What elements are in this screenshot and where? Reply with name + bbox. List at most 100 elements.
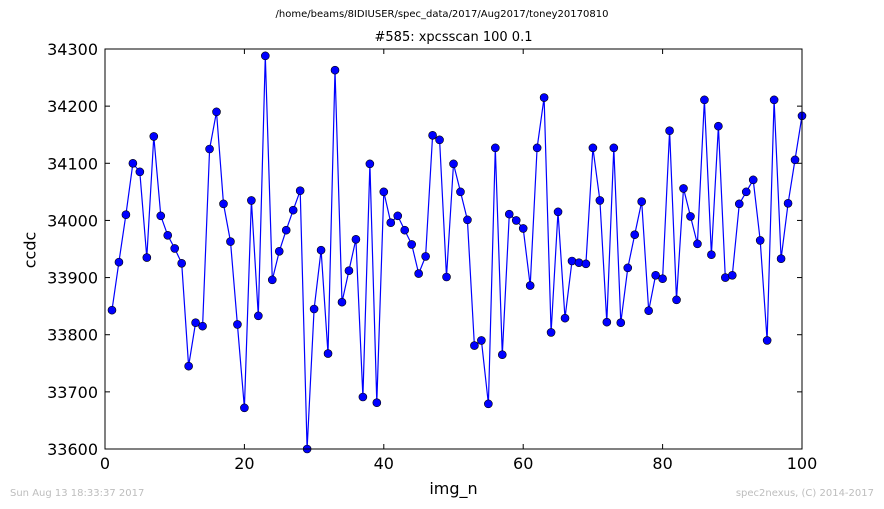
data-point <box>532 143 542 153</box>
data-point <box>274 246 284 256</box>
data-point <box>609 143 619 153</box>
data-point <box>198 321 207 331</box>
plot-frame <box>104 48 803 450</box>
data-point <box>163 230 173 240</box>
data-point <box>379 187 389 197</box>
y-tick-label: 34000 <box>47 211 98 230</box>
data-point <box>651 270 660 280</box>
data-point <box>400 225 410 235</box>
data-point <box>463 215 472 225</box>
data-point <box>449 159 458 169</box>
data-point <box>581 259 591 269</box>
series-line <box>111 55 803 450</box>
data-point <box>714 121 723 131</box>
data-point <box>386 218 396 228</box>
data-point <box>267 275 277 285</box>
data-point <box>776 254 786 264</box>
data-point <box>128 158 138 168</box>
data-point <box>525 281 535 290</box>
data-point <box>212 107 221 117</box>
data-point <box>337 297 347 307</box>
data-point <box>261 51 270 61</box>
data-point <box>539 93 549 102</box>
data-point <box>358 392 368 402</box>
data-point <box>351 234 361 244</box>
data-point <box>219 199 228 209</box>
data-point <box>407 240 416 249</box>
y-tick-label: 34200 <box>47 97 98 116</box>
x-tick-label: 0 <box>100 454 110 473</box>
data-point <box>595 196 605 205</box>
data-point <box>323 349 333 358</box>
data-point <box>233 320 242 329</box>
data-point <box>658 274 667 284</box>
y-axis-label: ccdc <box>20 231 40 269</box>
data-point <box>748 175 758 185</box>
data-point <box>330 65 340 75</box>
data-point <box>644 306 653 316</box>
data-point <box>693 239 702 249</box>
data-point <box>574 258 584 268</box>
data-point <box>184 361 193 371</box>
data-point <box>790 155 800 165</box>
data-point <box>511 216 521 225</box>
data-point <box>316 245 326 255</box>
data-point <box>149 132 159 141</box>
x-tick-label: 60 <box>513 454 533 473</box>
data-point <box>700 95 709 105</box>
x-tick-label: 40 <box>374 454 394 473</box>
x-tick-label: 80 <box>652 454 672 473</box>
data-point <box>679 184 688 193</box>
data-point <box>414 269 423 278</box>
data-point <box>254 311 263 321</box>
data-point <box>142 253 152 262</box>
data-point <box>637 197 646 206</box>
y-tick-label: 34100 <box>47 154 98 173</box>
data-point <box>393 211 403 221</box>
data-point <box>553 207 563 217</box>
data-point <box>734 199 744 209</box>
data-point <box>344 266 354 276</box>
data-point <box>567 256 577 266</box>
data-point <box>107 305 117 315</box>
data-point <box>281 225 291 235</box>
data-point <box>588 143 598 153</box>
data-point <box>769 95 779 105</box>
data-point <box>630 230 640 240</box>
data-point <box>135 167 145 177</box>
y-tick-label: 33800 <box>47 326 98 345</box>
data-point <box>191 318 200 328</box>
data-point <box>442 272 451 282</box>
data-point <box>484 399 493 409</box>
data-point <box>247 196 256 205</box>
y-tick-label: 33600 <box>47 440 98 459</box>
footer-credit: spec2nexus, (C) 2014-2017 <box>735 488 874 499</box>
data-point <box>288 205 298 215</box>
series-layer <box>107 51 807 454</box>
data-point <box>497 350 507 360</box>
data-point <box>665 126 674 136</box>
data-point <box>741 187 751 197</box>
data-point <box>560 313 570 323</box>
x-tick-label: 20 <box>234 454 254 473</box>
data-point <box>783 198 793 208</box>
data-point <box>428 130 437 140</box>
data-point <box>121 210 131 220</box>
suptitle: /home/beams/8IDIUSER/spec_data/2017/Aug2… <box>275 9 609 20</box>
axis-ticks: 0 20 40 60 80 100 33600 33700 33800 33900 34000 341… <box>47 40 817 473</box>
chart-title: #585: xpcsscan 100 0.1 <box>374 30 533 45</box>
data-point <box>616 318 626 328</box>
data-point <box>491 143 500 153</box>
data-point <box>226 237 235 246</box>
data-point <box>518 224 528 233</box>
data-point <box>435 135 444 145</box>
data-point <box>727 270 737 280</box>
data-point <box>707 250 716 260</box>
data-point <box>309 304 319 314</box>
data-point <box>295 186 305 196</box>
data-point <box>114 257 124 267</box>
data-point <box>205 144 214 154</box>
data-point <box>504 209 514 219</box>
data-point <box>365 159 375 169</box>
